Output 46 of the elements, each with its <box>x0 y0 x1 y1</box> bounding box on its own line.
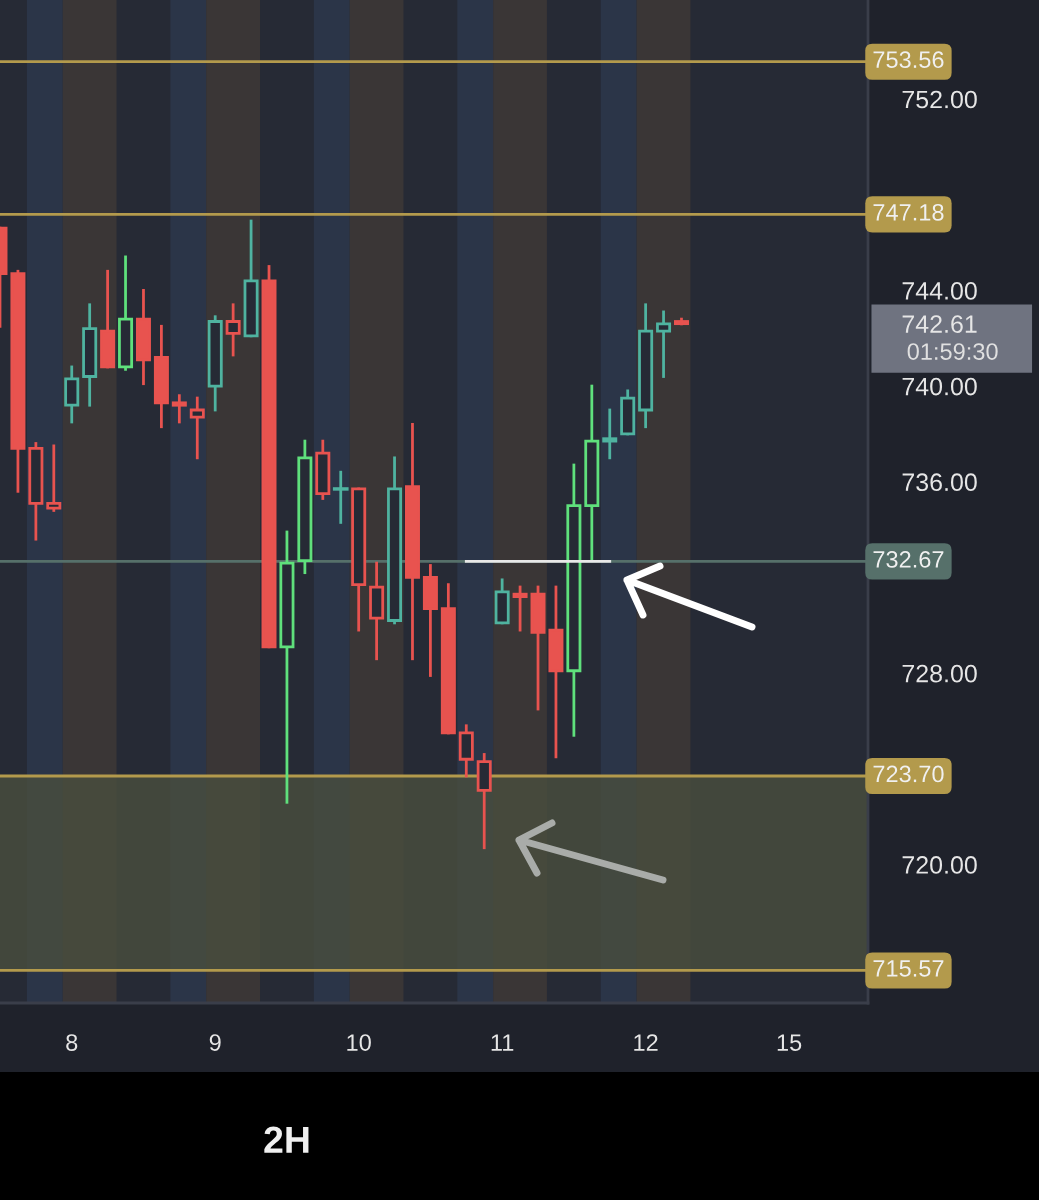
candlestick <box>46 444 62 512</box>
ref-line-label: 723.70 <box>873 765 944 783</box>
candlestick <box>404 422 420 661</box>
y-tick-label: 736.00 <box>902 473 977 492</box>
candlestick <box>656 310 672 378</box>
candlestick <box>638 303 654 429</box>
y-tick-label: 752.00 <box>902 90 977 109</box>
candlestick <box>584 384 600 563</box>
ref-line-label: 747.18 <box>873 203 944 221</box>
candlestick <box>458 724 474 778</box>
text: 01:59:30 <box>907 343 998 360</box>
candlestick <box>153 324 169 429</box>
x-tick-label: 10 <box>347 1034 371 1051</box>
ref-line-label: 715.57 <box>873 960 944 977</box>
candlestick <box>422 564 438 677</box>
text: 2H <box>264 1126 309 1153</box>
y-tick-label: 740.00 <box>902 377 977 396</box>
candlestick <box>82 303 98 407</box>
candlestick <box>135 289 151 386</box>
x-tick-label: 9 <box>209 1034 221 1051</box>
candlestick <box>225 303 241 357</box>
x-tick-label: 11 <box>491 1034 514 1051</box>
candlestick <box>64 365 80 424</box>
candlestick <box>476 753 492 850</box>
candlestick <box>207 315 223 412</box>
candlestick <box>315 439 331 500</box>
ref-line-label: 732.67 <box>873 551 944 568</box>
candlestick <box>297 439 313 575</box>
candlestick <box>602 408 618 460</box>
candlestick <box>548 585 564 759</box>
x-tick-label: 12 <box>634 1034 658 1051</box>
candlestick <box>279 530 295 804</box>
y-tick-label: 742.61 <box>902 315 977 333</box>
candlestick <box>566 463 582 737</box>
y-tick-label: 744.00 <box>902 282 977 300</box>
candlestick <box>28 442 44 541</box>
y-tick-label: 728.00 <box>902 664 977 683</box>
candlestick <box>369 561 385 661</box>
candlestick <box>171 394 187 424</box>
candlestick <box>332 470 349 524</box>
candlestick <box>189 396 205 460</box>
x-tick-label: 15 <box>777 1034 802 1051</box>
candlestick <box>118 255 134 371</box>
ref-line-label: 753.56 <box>873 51 944 69</box>
y-tick-label: 720.00 <box>902 856 977 874</box>
x-tick-label: 8 <box>66 1034 78 1051</box>
